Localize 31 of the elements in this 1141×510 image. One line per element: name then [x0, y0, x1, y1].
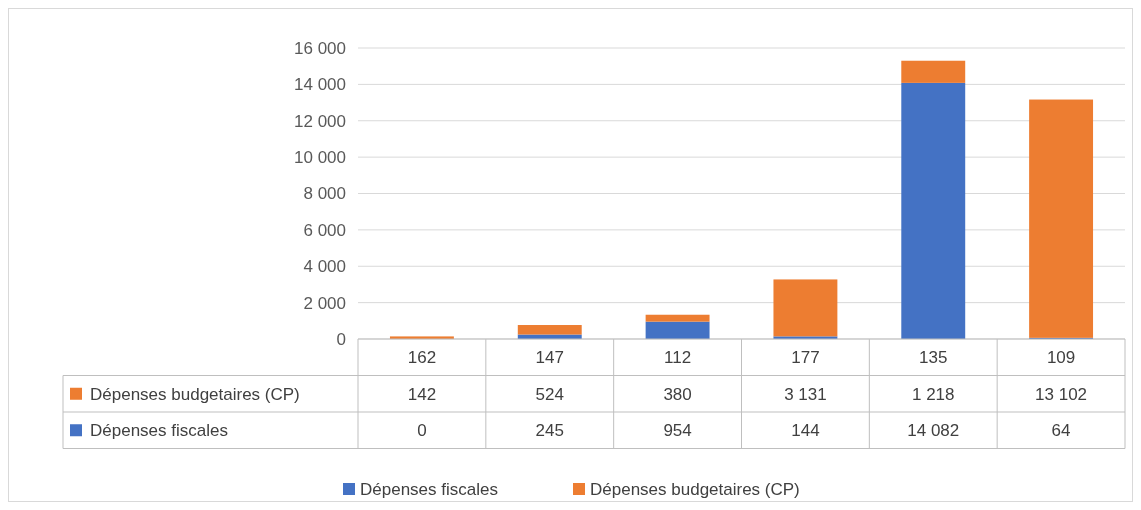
y-tick-label: 12 000 [294, 111, 346, 131]
legend-label: Dépenses budgetaires (CP) [90, 384, 300, 404]
data-label: 64 [1051, 421, 1071, 441]
data-label: 380 [663, 384, 692, 404]
data-label: 245 [535, 421, 564, 441]
y-tick-label: 0 [336, 329, 346, 349]
data-label: 0 [417, 421, 427, 441]
y-tick-label: 4 000 [303, 257, 346, 277]
text: Dépenses fiscales [90, 421, 228, 441]
data-label: 1 218 [911, 384, 955, 404]
legend-label: Dépenses fiscales [360, 479, 498, 499]
y-tick-label: 6 000 [303, 220, 346, 240]
y-tick-label: 2 000 [303, 293, 346, 313]
data-label: 524 [535, 384, 564, 404]
data-label: 14 082 [907, 421, 960, 441]
data-label: 3 131 [784, 384, 827, 404]
data-label: 142 [407, 384, 437, 404]
y-tick-label: 10 000 [294, 148, 346, 168]
x-tick-label: 135 [919, 348, 948, 368]
text: Dépenses budgetaires (CP) [590, 479, 800, 499]
x-tick-label: 109 [1046, 348, 1076, 368]
data-label: 144 [791, 421, 820, 441]
data-label: 13 102 [1035, 384, 1088, 404]
y-tick-label: 14 000 [294, 75, 346, 95]
x-tick-label: 112 [664, 348, 692, 368]
x-tick-label: 177 [791, 348, 820, 368]
x-tick-label: 162 [407, 348, 437, 368]
x-tick-label: 147 [535, 348, 564, 368]
data-label: 954 [663, 421, 692, 441]
y-tick-label: 8 000 [303, 184, 346, 204]
y-tick-label: 16 000 [294, 38, 346, 58]
